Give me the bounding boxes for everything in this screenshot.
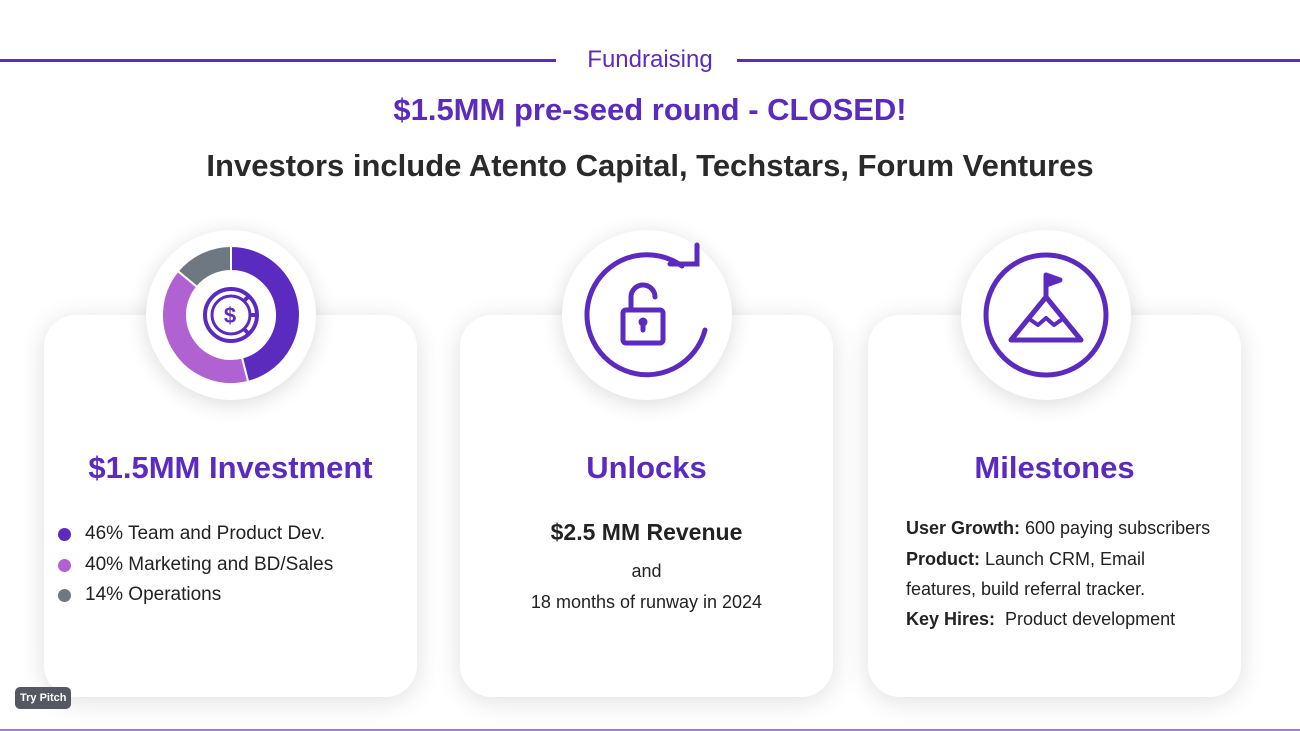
legend-label: 40% Marketing and BD/Sales — [85, 554, 334, 575]
section-label: Fundraising — [587, 46, 713, 73]
list-item: 46% Team and Product Dev. — [58, 523, 325, 545]
milestones-title: Milestones — [974, 450, 1135, 485]
try-pitch-button[interactable]: Try Pitch — [15, 687, 72, 709]
mountain-flag-icon — [983, 252, 1109, 378]
milestone-value: features, build referral tracker. — [906, 579, 1146, 599]
svg-text:$: $ — [224, 303, 236, 328]
list-item: 40% Marketing and BD/Sales — [58, 554, 333, 576]
legend-dot — [58, 527, 71, 541]
revenue-text: $2.5 MM Revenue — [550, 519, 743, 545]
header-rule-right — [737, 59, 1300, 62]
milestone-key: Product: — [906, 549, 980, 569]
donut-segment — [176, 244, 232, 289]
legend-label: 46% Team and Product Dev. — [85, 523, 326, 544]
header-rule-left — [0, 59, 556, 62]
milestones-icon-badge — [961, 230, 1131, 400]
unlocks-icon-badge — [562, 230, 732, 400]
legend-dot — [58, 588, 71, 602]
legend-dot — [58, 558, 71, 572]
donut-segment — [161, 269, 250, 385]
investment-title: $1.5MM Investment — [88, 450, 373, 485]
investment-donut-chart: $ — [161, 244, 301, 385]
unlock-refresh-icon — [584, 242, 708, 378]
milestone-key: Key Hires: — [906, 609, 996, 629]
milestone-item: features, build referral tracker. — [906, 579, 1145, 600]
page-subtitle: Investors include Atento Capital, Techst… — [206, 148, 1094, 183]
milestone-key: User Growth: — [906, 518, 1021, 538]
milestone-value: 600 paying subscribers — [1020, 518, 1211, 538]
milestone-value: Product development — [995, 609, 1176, 629]
and-text: and — [631, 561, 662, 581]
milestone-value: Launch CRM, Email — [980, 549, 1146, 569]
milestone-item: User Growth: 600 paying subscribers — [906, 518, 1210, 539]
investment-donut-badge: $ — [146, 230, 316, 400]
unlocks-title: Unlocks — [586, 450, 707, 485]
donut-segment — [230, 244, 301, 384]
list-item: 14% Operations — [58, 584, 221, 606]
dollar-clock-icon: $ — [203, 287, 259, 343]
runway-text: 18 months of runway in 2024 — [530, 592, 763, 612]
milestone-item: Key Hires: Product development — [906, 609, 1175, 630]
bottom-rule — [0, 729, 1300, 731]
legend-label: 14% Operations — [85, 584, 222, 605]
milestone-item: Product: Launch CRM, Email — [906, 549, 1145, 570]
page-title: $1.5MM pre-seed round - CLOSED! — [393, 92, 907, 127]
